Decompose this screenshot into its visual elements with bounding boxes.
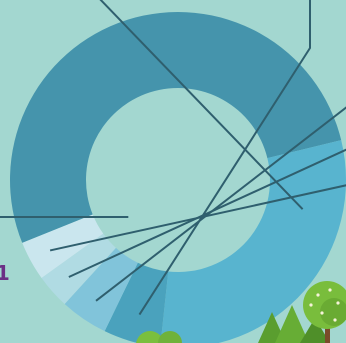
- donut-slices: [10, 12, 346, 343]
- blossom-3: [336, 301, 340, 305]
- tree-crown-shade: [320, 298, 346, 326]
- leader-line-5: [68, 148, 346, 278]
- donut-slice-1: [10, 12, 342, 243]
- blossom-2: [328, 288, 332, 292]
- blossom-4: [320, 311, 324, 315]
- tree-illustration: [136, 281, 346, 343]
- bush-left: [136, 331, 164, 343]
- leader-line-4: [95, 106, 346, 302]
- donut-slice-6: [22, 214, 104, 278]
- leader-lines: [0, 0, 346, 316]
- blossom-5: [309, 303, 313, 307]
- donut-slice-2: [160, 140, 346, 343]
- side-text-line-2: 21: [0, 261, 10, 285]
- pine-tree-3: [300, 318, 330, 343]
- donut-slice-3: [104, 262, 169, 343]
- donut-slice-5: [41, 233, 116, 304]
- leader-line-2: [99, 0, 304, 210]
- leader-line-6: [49, 184, 346, 252]
- pine-tree-2: [275, 305, 309, 343]
- donut-slice-4: [64, 247, 138, 332]
- blossom-1: [316, 293, 320, 297]
- bush-left-2: [158, 331, 182, 343]
- blossom-6: [333, 318, 337, 322]
- leader-line-3: [138, 0, 311, 316]
